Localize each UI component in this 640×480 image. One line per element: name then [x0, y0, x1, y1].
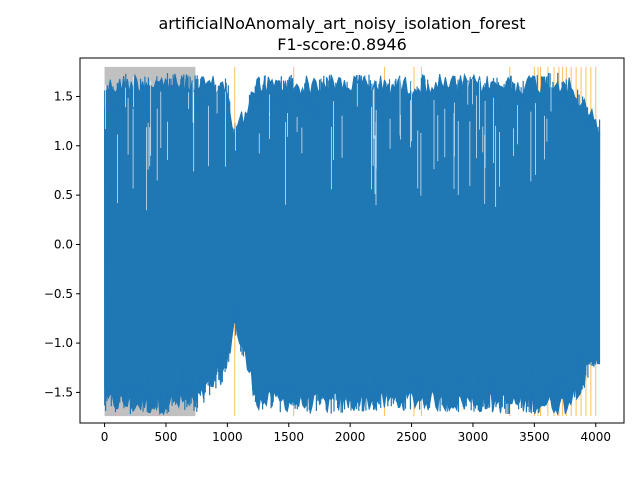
x-tick-label-6: 3000	[458, 430, 489, 444]
y-tick-label-3: 0.0	[54, 237, 73, 251]
x-tick-label-8: 4000	[580, 430, 611, 444]
x-tick-label-5: 2500	[396, 430, 427, 444]
x-tick-label-2: 1000	[212, 430, 243, 444]
y-tick-label-4: −0.5	[44, 287, 73, 301]
plot-area: 0 500 1000 1500 2000 2500 3000 3500 4000 1.5 1.0 0.…	[44, 57, 625, 444]
x-tick-label-1: 500	[155, 430, 178, 444]
y-tick-label-2: 0.5	[54, 188, 73, 202]
series-line-0	[103, 72, 601, 415]
chart-subtitle: F1-score:0.8946	[277, 35, 407, 54]
y-tick-label-5: −1.0	[44, 336, 73, 350]
y-tick-label-6: −1.5	[44, 385, 73, 399]
axes-frame	[79, 57, 625, 424]
y-tick-label-0: 1.5	[54, 89, 73, 103]
x-tick-label-0: 0	[101, 430, 109, 444]
x-tick-label-3: 1500	[273, 430, 304, 444]
x-tick-label-7: 3500	[519, 430, 550, 444]
x-tick-label-4: 2000	[335, 430, 366, 444]
chart-title: artificialNoAnomaly_art_noisy_isolation_…	[158, 14, 525, 34]
y-tick-label-1: 1.0	[54, 139, 73, 153]
